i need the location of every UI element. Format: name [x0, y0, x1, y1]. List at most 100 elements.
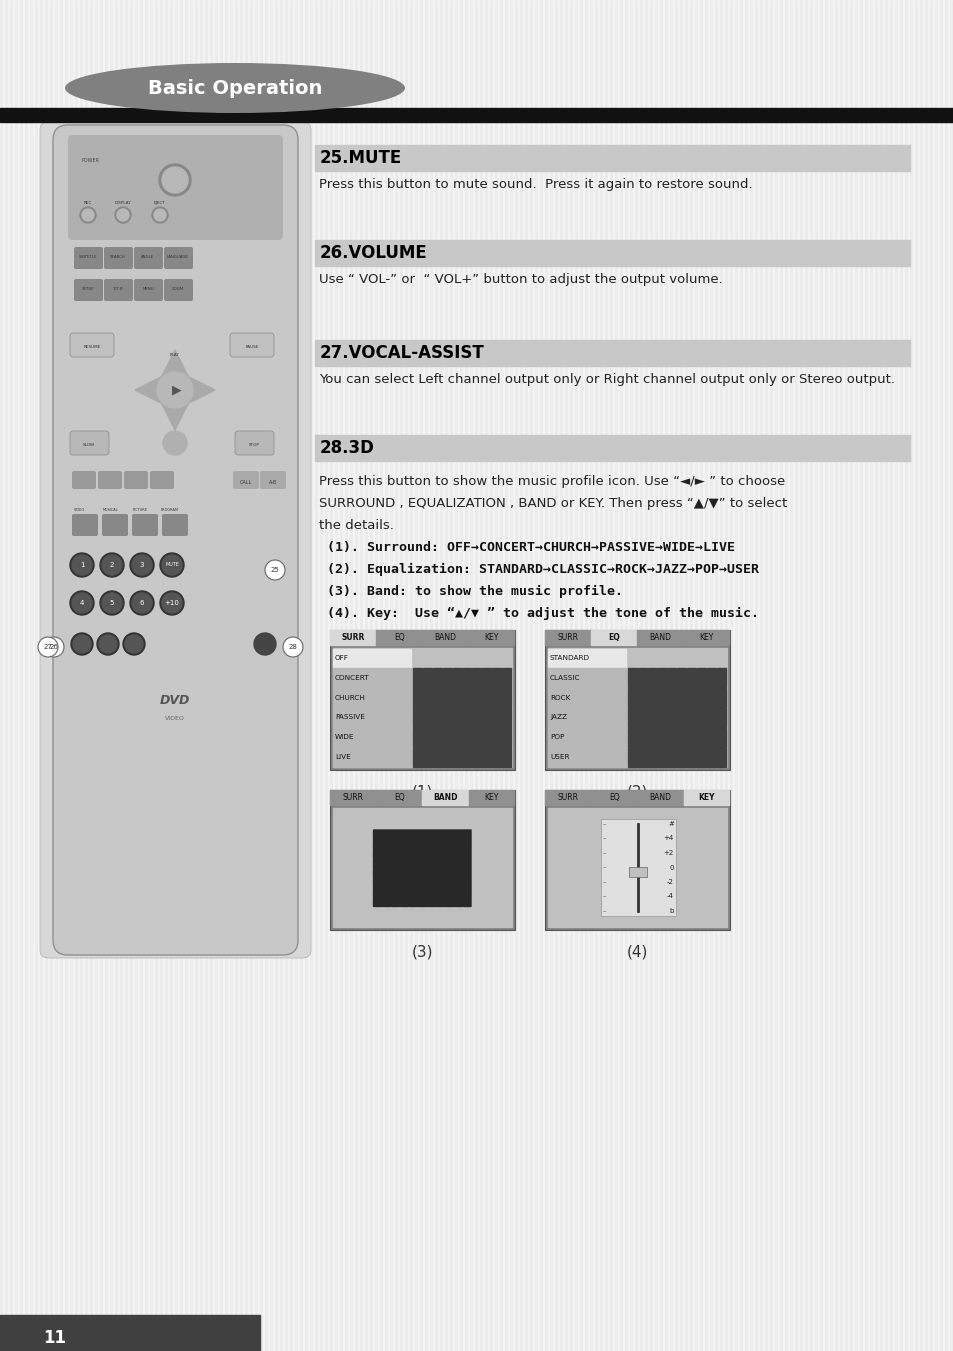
Bar	[524, 0, 526, 1351]
Text: VIDEO: VIDEO	[165, 716, 185, 720]
Bar	[154, 0, 157, 1351]
Bar	[390, 0, 392, 1351]
Bar	[894, 0, 896, 1351]
Text: A-B: A-B	[269, 480, 276, 485]
Bar	[619, 0, 621, 1351]
Circle shape	[152, 207, 168, 223]
Bar	[280, 0, 282, 1351]
Polygon shape	[135, 376, 163, 404]
Text: KEY: KEY	[484, 793, 498, 802]
Text: OFF: OFF	[335, 655, 349, 661]
Circle shape	[100, 553, 124, 577]
Bar	[579, 0, 581, 1351]
Text: Press this button to mute sound.  Press it again to restore sound.: Press this button to mute sound. Press i…	[318, 178, 752, 190]
Bar	[333, 669, 411, 688]
Bar	[350, 0, 352, 1351]
Bar	[609, 0, 612, 1351]
Bar	[706, 708, 716, 727]
Bar	[834, 0, 836, 1351]
Bar	[764, 0, 766, 1351]
Bar	[464, 0, 467, 1351]
Bar	[391, 888, 398, 896]
Bar	[294, 0, 296, 1351]
Bar	[413, 708, 421, 727]
Bar	[492, 708, 500, 727]
FancyBboxPatch shape	[102, 513, 128, 536]
Bar	[442, 708, 451, 727]
Bar	[547, 747, 625, 767]
Bar	[274, 0, 276, 1351]
Bar	[444, 897, 453, 907]
Bar	[482, 708, 491, 727]
Bar	[439, 0, 441, 1351]
Bar	[769, 0, 771, 1351]
Bar	[417, 859, 425, 867]
Text: 26.VOLUME: 26.VOLUME	[319, 245, 427, 262]
Bar	[379, 0, 381, 1351]
Bar	[60, 0, 62, 1351]
Bar	[100, 0, 102, 1351]
Bar	[120, 0, 122, 1351]
FancyBboxPatch shape	[162, 513, 188, 536]
Bar	[390, 0, 392, 1351]
Bar	[595, 0, 597, 1351]
Bar	[547, 708, 625, 727]
FancyBboxPatch shape	[133, 280, 163, 301]
Bar	[657, 708, 666, 727]
Bar	[0, 0, 2, 1351]
Bar	[462, 897, 470, 907]
Bar	[454, 897, 461, 907]
Bar	[667, 708, 676, 727]
Bar	[599, 0, 601, 1351]
Bar	[105, 0, 107, 1351]
Bar	[385, 0, 387, 1351]
Bar	[436, 869, 443, 877]
Polygon shape	[161, 350, 189, 378]
Bar	[789, 0, 791, 1351]
Bar	[814, 0, 816, 1351]
FancyBboxPatch shape	[133, 247, 163, 269]
Bar	[25, 0, 27, 1351]
Bar	[479, 0, 481, 1351]
Bar	[760, 0, 761, 1351]
Bar	[475, 0, 476, 1351]
Bar	[706, 688, 716, 707]
Circle shape	[130, 590, 153, 615]
Bar	[627, 688, 637, 707]
Bar	[439, 0, 441, 1351]
Bar	[859, 0, 862, 1351]
Bar	[764, 0, 766, 1351]
Bar	[220, 0, 222, 1351]
Bar	[444, 869, 453, 877]
Bar	[697, 708, 705, 727]
Bar	[638, 708, 646, 727]
Bar	[450, 0, 452, 1351]
Bar	[65, 0, 67, 1351]
Bar	[400, 869, 408, 877]
Text: 6: 6	[139, 600, 144, 607]
Bar	[667, 688, 676, 707]
Circle shape	[115, 207, 131, 223]
Bar	[200, 0, 202, 1351]
Text: 28.3D: 28.3D	[319, 439, 375, 457]
Bar	[462, 669, 471, 688]
Bar	[60, 0, 62, 1351]
Bar	[700, 0, 701, 1351]
Text: KEY: KEY	[699, 634, 713, 642]
Text: WIDE: WIDE	[335, 734, 355, 740]
Bar	[462, 747, 471, 766]
Circle shape	[123, 634, 145, 655]
Bar	[314, 0, 316, 1351]
Bar	[330, 0, 332, 1351]
Text: –: –	[602, 850, 606, 857]
Bar	[391, 897, 398, 907]
Bar	[704, 0, 706, 1351]
Bar	[333, 808, 512, 927]
Text: –: –	[602, 893, 606, 900]
Bar	[834, 0, 836, 1351]
Bar	[924, 0, 926, 1351]
Bar	[501, 669, 511, 688]
Text: EQ: EQ	[394, 793, 404, 802]
Bar	[724, 0, 726, 1351]
Bar	[130, 0, 132, 1351]
